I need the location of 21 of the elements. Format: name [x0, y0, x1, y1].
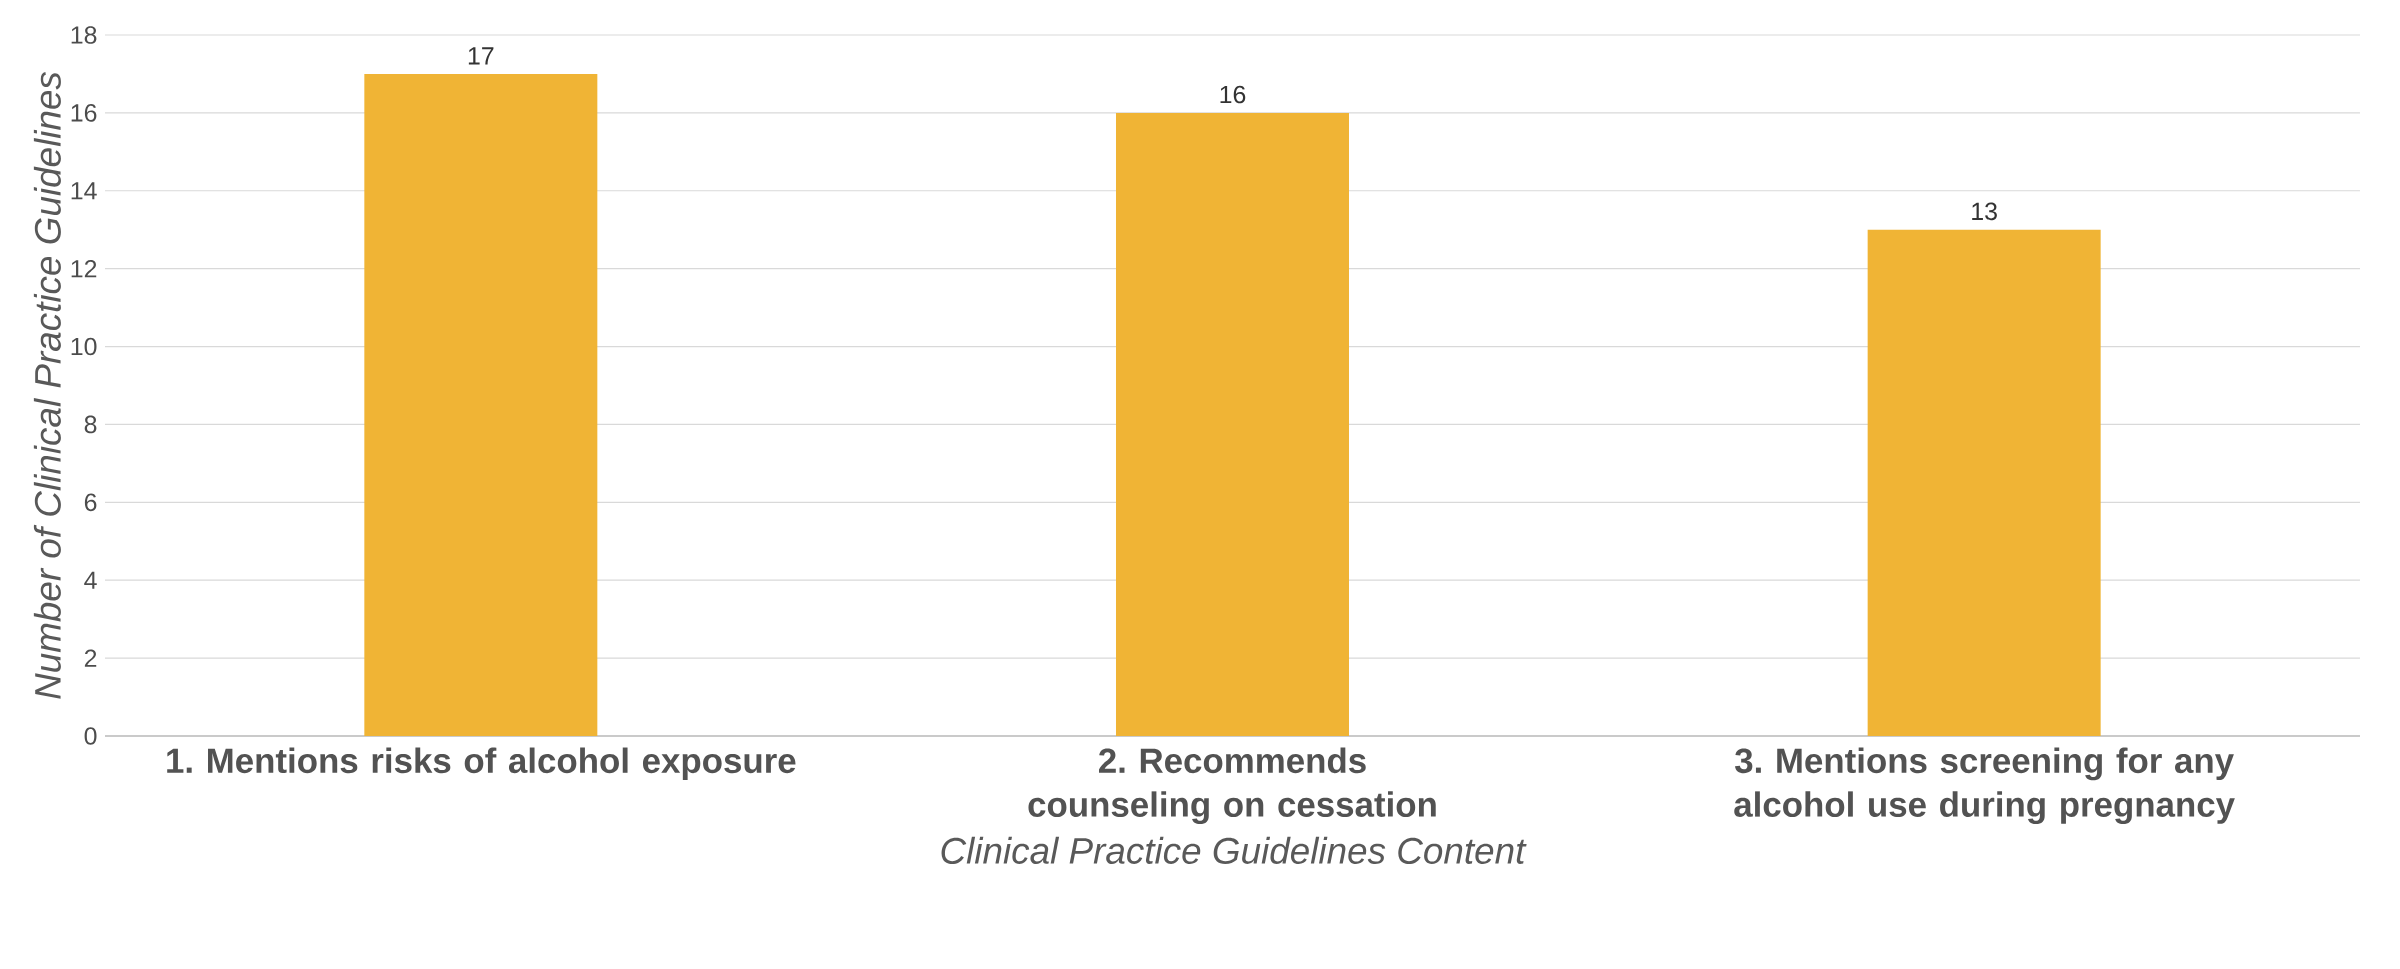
data-label: 17: [468, 47, 494, 65]
data-label: 16: [1220, 85, 1246, 104]
y-tick-label: 6: [84, 493, 97, 512]
x-tick-label: 3. Mentions screening for any alcohol use during pregnancy: [1734, 747, 2235, 825]
x-axis-title: Clinical Practice Guidelines Content: [941, 836, 1527, 864]
x-tick-label: 1. Mentions risks of alcohol exposure: [167, 747, 796, 781]
y-tick-label: 10: [71, 337, 97, 356]
bar: [1867, 229, 2101, 736]
y-tick-label: 0: [84, 727, 97, 745]
y-tick-label: 16: [71, 104, 97, 122]
y-tick-label: 18: [71, 26, 97, 44]
bar: [364, 73, 598, 736]
bar: [1115, 112, 1349, 736]
data-label: 13: [1972, 202, 1997, 221]
y-tick-label: 14: [71, 182, 97, 200]
y-tick-label: 12: [71, 259, 97, 278]
x-tick-label: 2. Recommends counseling on cessation: [1028, 747, 1436, 825]
y-axis-title: Number of Clinical Practice Guidelines: [33, 71, 61, 699]
y-tick-label: 2: [84, 649, 97, 667]
y-tick-label: 8: [84, 415, 97, 434]
y-tick-label: 4: [84, 571, 97, 589]
